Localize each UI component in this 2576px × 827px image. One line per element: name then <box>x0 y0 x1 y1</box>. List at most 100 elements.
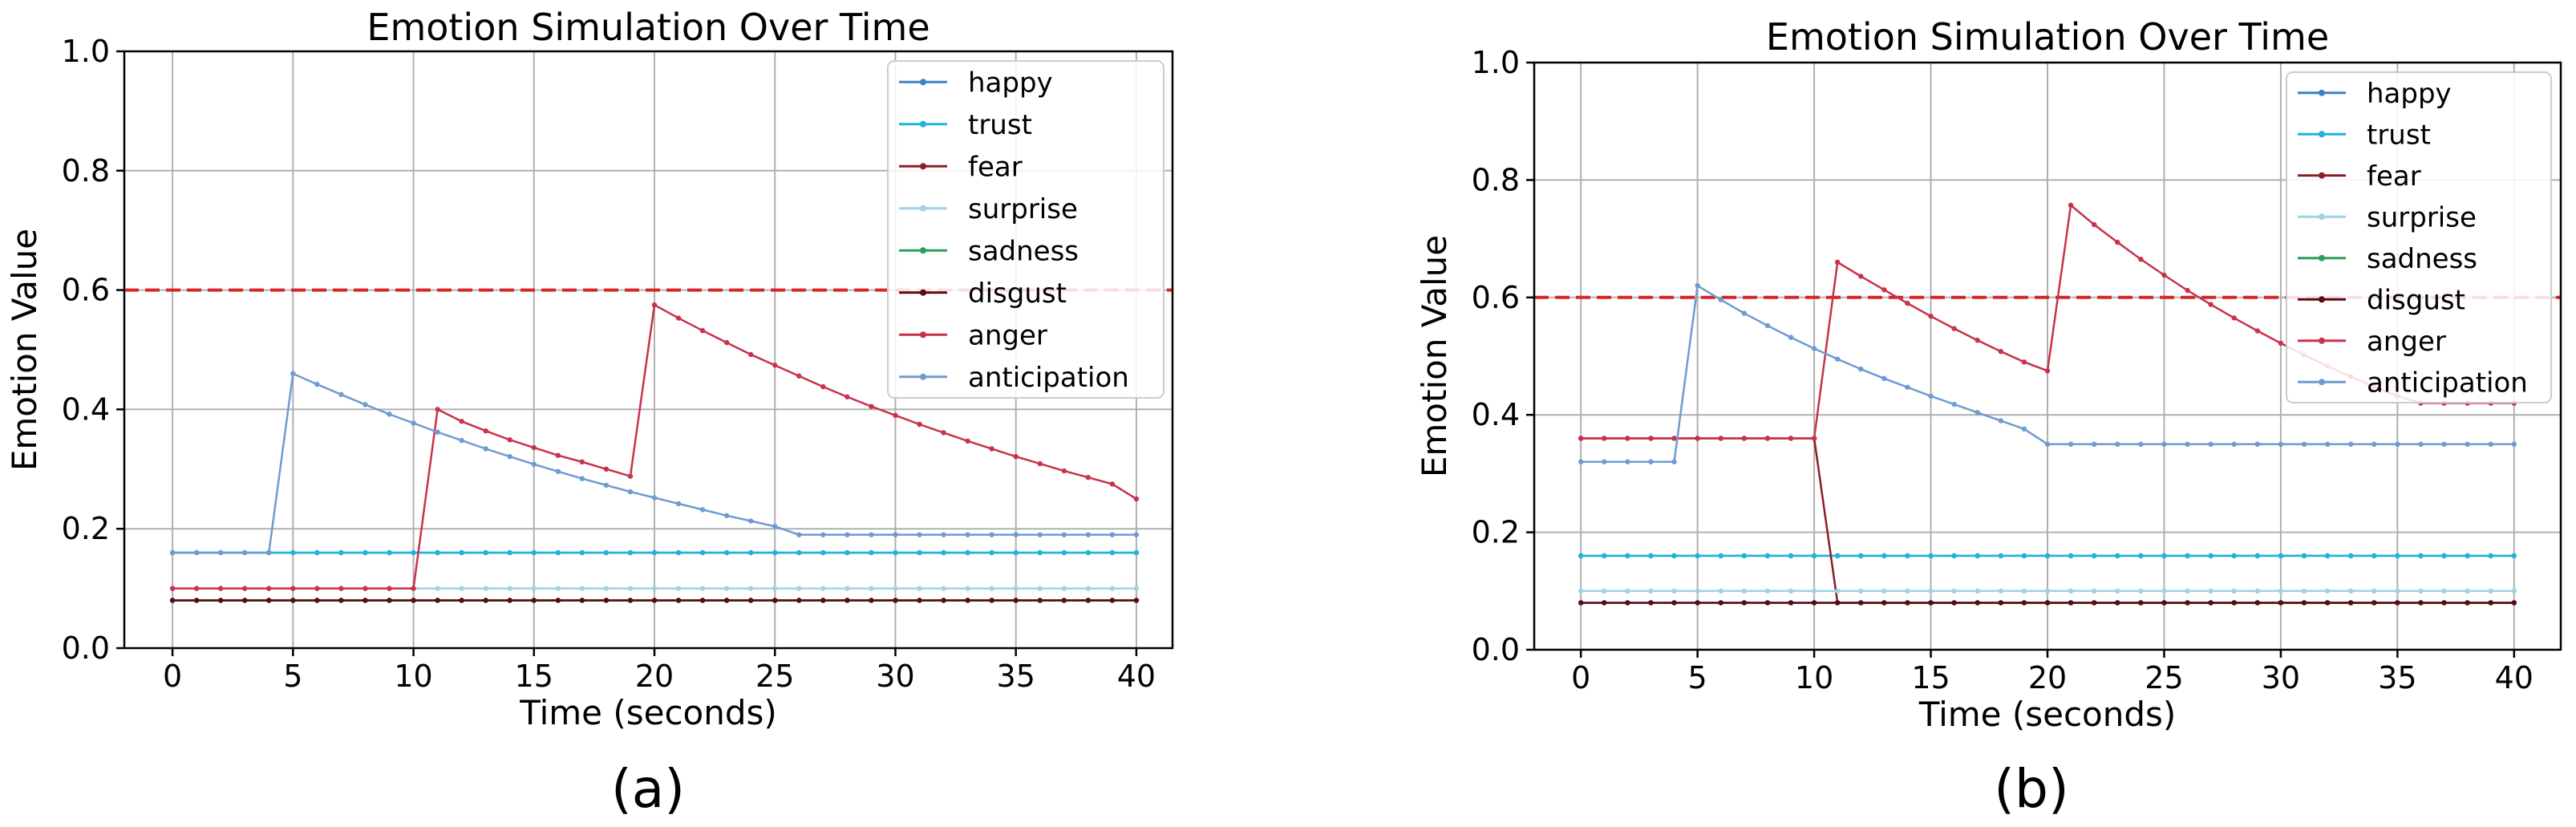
data-point-disgust <box>338 598 344 603</box>
data-point-anger <box>2185 287 2190 294</box>
data-point-anger <box>555 452 561 458</box>
y-tick-label: 0.0 <box>62 630 110 666</box>
data-point-trust <box>965 549 970 556</box>
data-point-anticipation <box>893 532 898 537</box>
data-point-anger <box>2278 340 2284 347</box>
data-point-surprise <box>2301 588 2307 594</box>
data-point-surprise <box>2324 588 2331 594</box>
data-point-anticipation <box>1905 384 1910 390</box>
data-point-surprise <box>1928 588 1934 594</box>
data-point-disgust <box>2488 600 2493 606</box>
data-point-anger <box>1061 468 1067 474</box>
data-point-anticipation <box>1109 532 1116 537</box>
data-point-anger <box>266 586 272 591</box>
data-point-trust <box>1764 553 1771 559</box>
data-point-trust <box>314 549 320 556</box>
data-point-anticipation <box>651 495 658 501</box>
data-point-anticipation <box>314 381 320 387</box>
data-point-surprise <box>2465 588 2470 594</box>
y-tick-label: 0.2 <box>62 511 110 546</box>
data-point-disgust <box>941 598 946 603</box>
data-point-anticipation <box>363 402 368 407</box>
data-point-trust <box>387 549 392 556</box>
data-point-disgust <box>411 598 416 603</box>
data-point-anticipation <box>796 532 802 537</box>
data-point-anticipation <box>2044 441 2051 447</box>
data-point-anger <box>1578 436 1584 441</box>
x-tick-label: 5 <box>1688 660 1707 695</box>
data-point-surprise <box>2254 588 2261 594</box>
data-point-trust <box>989 549 994 556</box>
data-point-surprise <box>2208 588 2213 594</box>
data-point-disgust <box>1133 598 1140 603</box>
data-point-trust <box>2021 553 2027 559</box>
data-point-surprise <box>941 586 946 591</box>
data-point-disgust <box>723 598 730 603</box>
chart-title: Emotion Simulation Over Time <box>1766 15 2329 59</box>
data-point-surprise <box>1718 588 1723 594</box>
data-point-trust <box>1905 553 1910 559</box>
data-point-trust <box>2488 553 2493 559</box>
data-point-disgust <box>2347 600 2354 606</box>
data-point-surprise <box>989 586 994 591</box>
data-point-surprise <box>2185 588 2190 594</box>
data-point-disgust <box>2068 600 2074 606</box>
data-point-anticipation <box>675 501 682 507</box>
x-tick-label: 15 <box>515 659 553 694</box>
data-point-anger <box>1905 300 1910 306</box>
data-point-trust <box>1881 553 1887 559</box>
data-point-disgust <box>1951 600 1957 606</box>
data-point-anticipation <box>217 549 224 556</box>
data-point-surprise <box>1671 588 1677 594</box>
data-point-anger <box>459 419 464 424</box>
data-point-anticipation <box>917 532 922 537</box>
data-point-anger <box>1602 436 1607 441</box>
data-point-trust <box>1741 553 1748 559</box>
data-point-anger <box>2091 221 2097 228</box>
data-point-trust <box>507 549 512 556</box>
data-point-surprise <box>1834 588 1841 594</box>
data-point-disgust <box>1881 600 1887 606</box>
x-tick-label: 35 <box>997 659 1035 694</box>
data-point-trust <box>2371 553 2377 559</box>
data-point-surprise <box>796 586 802 591</box>
data-point-anticipation <box>1578 459 1584 464</box>
data-point-anger <box>772 363 778 368</box>
data-point-trust <box>1928 553 1934 559</box>
data-point-anger <box>627 473 634 479</box>
data-point-trust <box>2115 553 2120 559</box>
y-tick-label: 0.8 <box>62 153 110 189</box>
data-point-anticipation <box>989 532 994 537</box>
data-point-surprise <box>893 586 898 591</box>
data-point-disgust <box>2301 600 2307 606</box>
data-point-anger <box>1037 460 1043 467</box>
y-axis-label: Emotion Value <box>5 229 44 471</box>
data-point-surprise <box>699 586 706 591</box>
data-point-anger <box>747 351 754 358</box>
data-point-trust <box>435 549 440 556</box>
data-point-anticipation <box>2021 426 2027 432</box>
data-point-anger <box>2115 239 2120 245</box>
data-point-anticipation <box>435 429 440 435</box>
data-point-anger <box>1858 274 1864 279</box>
data-point-trust <box>2231 553 2237 559</box>
y-tick-label: 1.0 <box>1472 45 1520 80</box>
data-point-anticipation <box>844 532 850 537</box>
plot-frame <box>123 50 1174 650</box>
data-point-trust <box>917 549 922 556</box>
data-point-trust <box>893 549 898 556</box>
data-point-anger <box>1718 436 1723 441</box>
data-point-surprise <box>1858 588 1864 594</box>
data-point-disgust <box>2465 600 2470 606</box>
data-point-anticipation <box>193 549 200 556</box>
data-point-disgust <box>2371 600 2377 606</box>
data-point-anger <box>1811 436 1817 441</box>
data-point-disgust <box>747 598 754 603</box>
data-point-disgust <box>1648 600 1654 606</box>
data-point-anticipation <box>1602 459 1607 464</box>
data-point-anticipation <box>1037 532 1043 537</box>
data-point-disgust <box>2324 600 2331 606</box>
legend-label-sadness: sadness <box>968 235 1079 267</box>
data-point-trust <box>1811 553 1817 559</box>
data-point-disgust <box>1061 598 1067 603</box>
